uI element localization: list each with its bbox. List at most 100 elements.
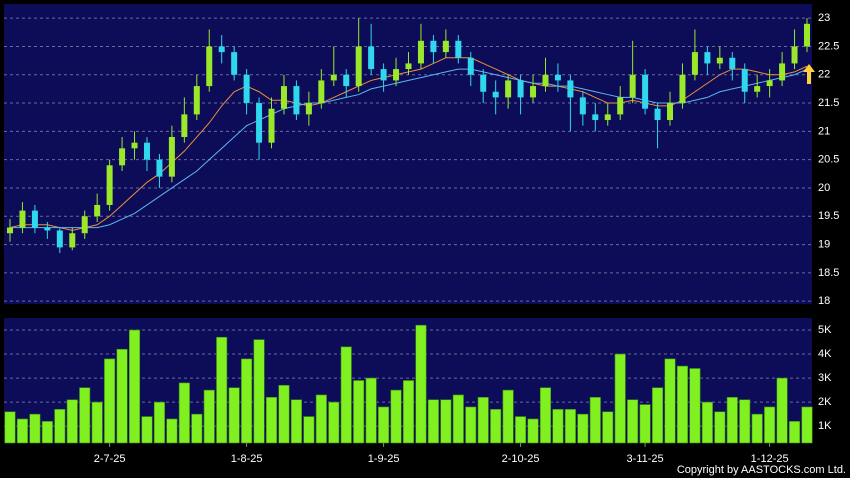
candle-body — [44, 227, 51, 231]
volume-bar — [265, 397, 278, 444]
volume-bar — [365, 377, 377, 444]
candle-body — [143, 142, 150, 160]
candle-body — [517, 80, 524, 98]
candle-body — [56, 230, 63, 248]
candle-body — [19, 210, 26, 228]
candle-body — [256, 103, 263, 143]
candle-body — [206, 46, 213, 87]
y-tick-label: 20 — [818, 182, 830, 194]
volume-bar — [79, 387, 91, 444]
volume-bar — [639, 404, 651, 444]
volume-bar — [66, 399, 78, 444]
y-tick-label: 18 — [818, 295, 830, 307]
volume-bar — [477, 397, 489, 444]
volume-bar — [91, 401, 103, 444]
candle-body — [131, 142, 138, 149]
x-tick-label: 3-11-25 — [627, 453, 664, 465]
candle-body — [729, 57, 736, 70]
candle-body — [380, 69, 387, 81]
volume-bar — [303, 416, 315, 444]
volume-bar — [527, 418, 539, 444]
candle-body — [617, 97, 624, 115]
y-tick-label: 20.5 — [818, 154, 839, 166]
candle-body — [181, 114, 188, 138]
candle-body — [542, 74, 549, 87]
volume-bar — [552, 409, 564, 444]
volume-bar — [166, 418, 178, 444]
y-tick-label: 22.5 — [818, 40, 839, 52]
volume-bar — [16, 418, 28, 444]
volume-bar — [589, 397, 601, 444]
volume-bar — [340, 346, 352, 444]
candle-body — [442, 40, 449, 53]
volume-bar — [427, 399, 439, 444]
volume-bar — [104, 358, 116, 444]
candle-body — [554, 74, 561, 81]
candle-body — [168, 137, 175, 177]
volume-bar — [539, 387, 552, 444]
candle-body — [679, 74, 686, 104]
volume-bar — [315, 394, 327, 444]
volume-bar — [216, 336, 228, 444]
candle-body — [804, 23, 810, 47]
y-tick-label: 2K — [818, 396, 832, 408]
arrow — [803, 64, 815, 84]
volume-bar — [129, 329, 141, 444]
candle-body — [579, 97, 586, 115]
volume-bar — [203, 389, 215, 444]
candle-body — [243, 74, 250, 104]
candle-body — [716, 57, 723, 64]
candle-body — [691, 52, 698, 75]
candle-body — [69, 233, 76, 248]
volume-bar — [801, 406, 813, 444]
candle-body — [355, 46, 362, 87]
marks: 18 18.5 19 19.5 20 20.5 21 21.5 22 22.5 23 1K 2K 3K 4K… — [4, 12, 839, 465]
candle-body — [368, 46, 375, 70]
y-tick-label: 19.5 — [818, 210, 839, 222]
volume-bar — [116, 348, 128, 444]
volume-bar — [390, 389, 402, 444]
volume-bar — [4, 411, 16, 444]
volume-bar — [153, 401, 165, 444]
candle-body — [654, 108, 661, 121]
volume-bar — [701, 401, 713, 444]
volume-bar — [178, 382, 190, 444]
candle-body — [704, 52, 711, 64]
y-tick-label: 19 — [818, 238, 830, 250]
volume-bar — [465, 406, 477, 444]
candle-body — [642, 74, 649, 109]
candle-body — [492, 91, 499, 98]
volume-bar — [378, 406, 390, 444]
candle-body — [667, 103, 674, 121]
candle-body — [318, 80, 325, 104]
candle-body — [7, 227, 13, 234]
candle-body — [530, 86, 537, 98]
volume-bar — [726, 397, 738, 444]
volume-bar — [41, 421, 53, 444]
candle-body — [280, 86, 287, 109]
volume-bar — [714, 411, 726, 444]
candle-body — [604, 114, 611, 121]
volume-bar — [141, 416, 153, 444]
volume-bar — [789, 421, 801, 444]
x-tick-label: 1-8-25 — [231, 453, 263, 465]
candle-body — [94, 204, 101, 217]
y-tick-label: 21.5 — [818, 97, 839, 109]
volume-bar — [402, 380, 415, 444]
y-tick-label: 23 — [818, 12, 830, 24]
moving-average-line — [10, 68, 808, 229]
volume-bar — [502, 389, 514, 444]
candle-body — [754, 86, 761, 92]
y-tick-label: 22 — [818, 69, 830, 81]
volume-bar — [689, 368, 701, 444]
candle-body — [343, 74, 350, 87]
y-tick-label: 5K — [818, 324, 832, 336]
volume-bar — [54, 409, 66, 444]
y-tick-label: 1K — [818, 420, 832, 432]
copyright: Copyright by AASTOCKS.com Ltd. — [677, 464, 846, 476]
volume-bar — [515, 416, 527, 444]
candle-body — [779, 63, 786, 81]
volume-bar — [415, 324, 427, 444]
candle-body — [467, 57, 474, 75]
x-tick-label: 1-12-25 — [751, 453, 789, 465]
